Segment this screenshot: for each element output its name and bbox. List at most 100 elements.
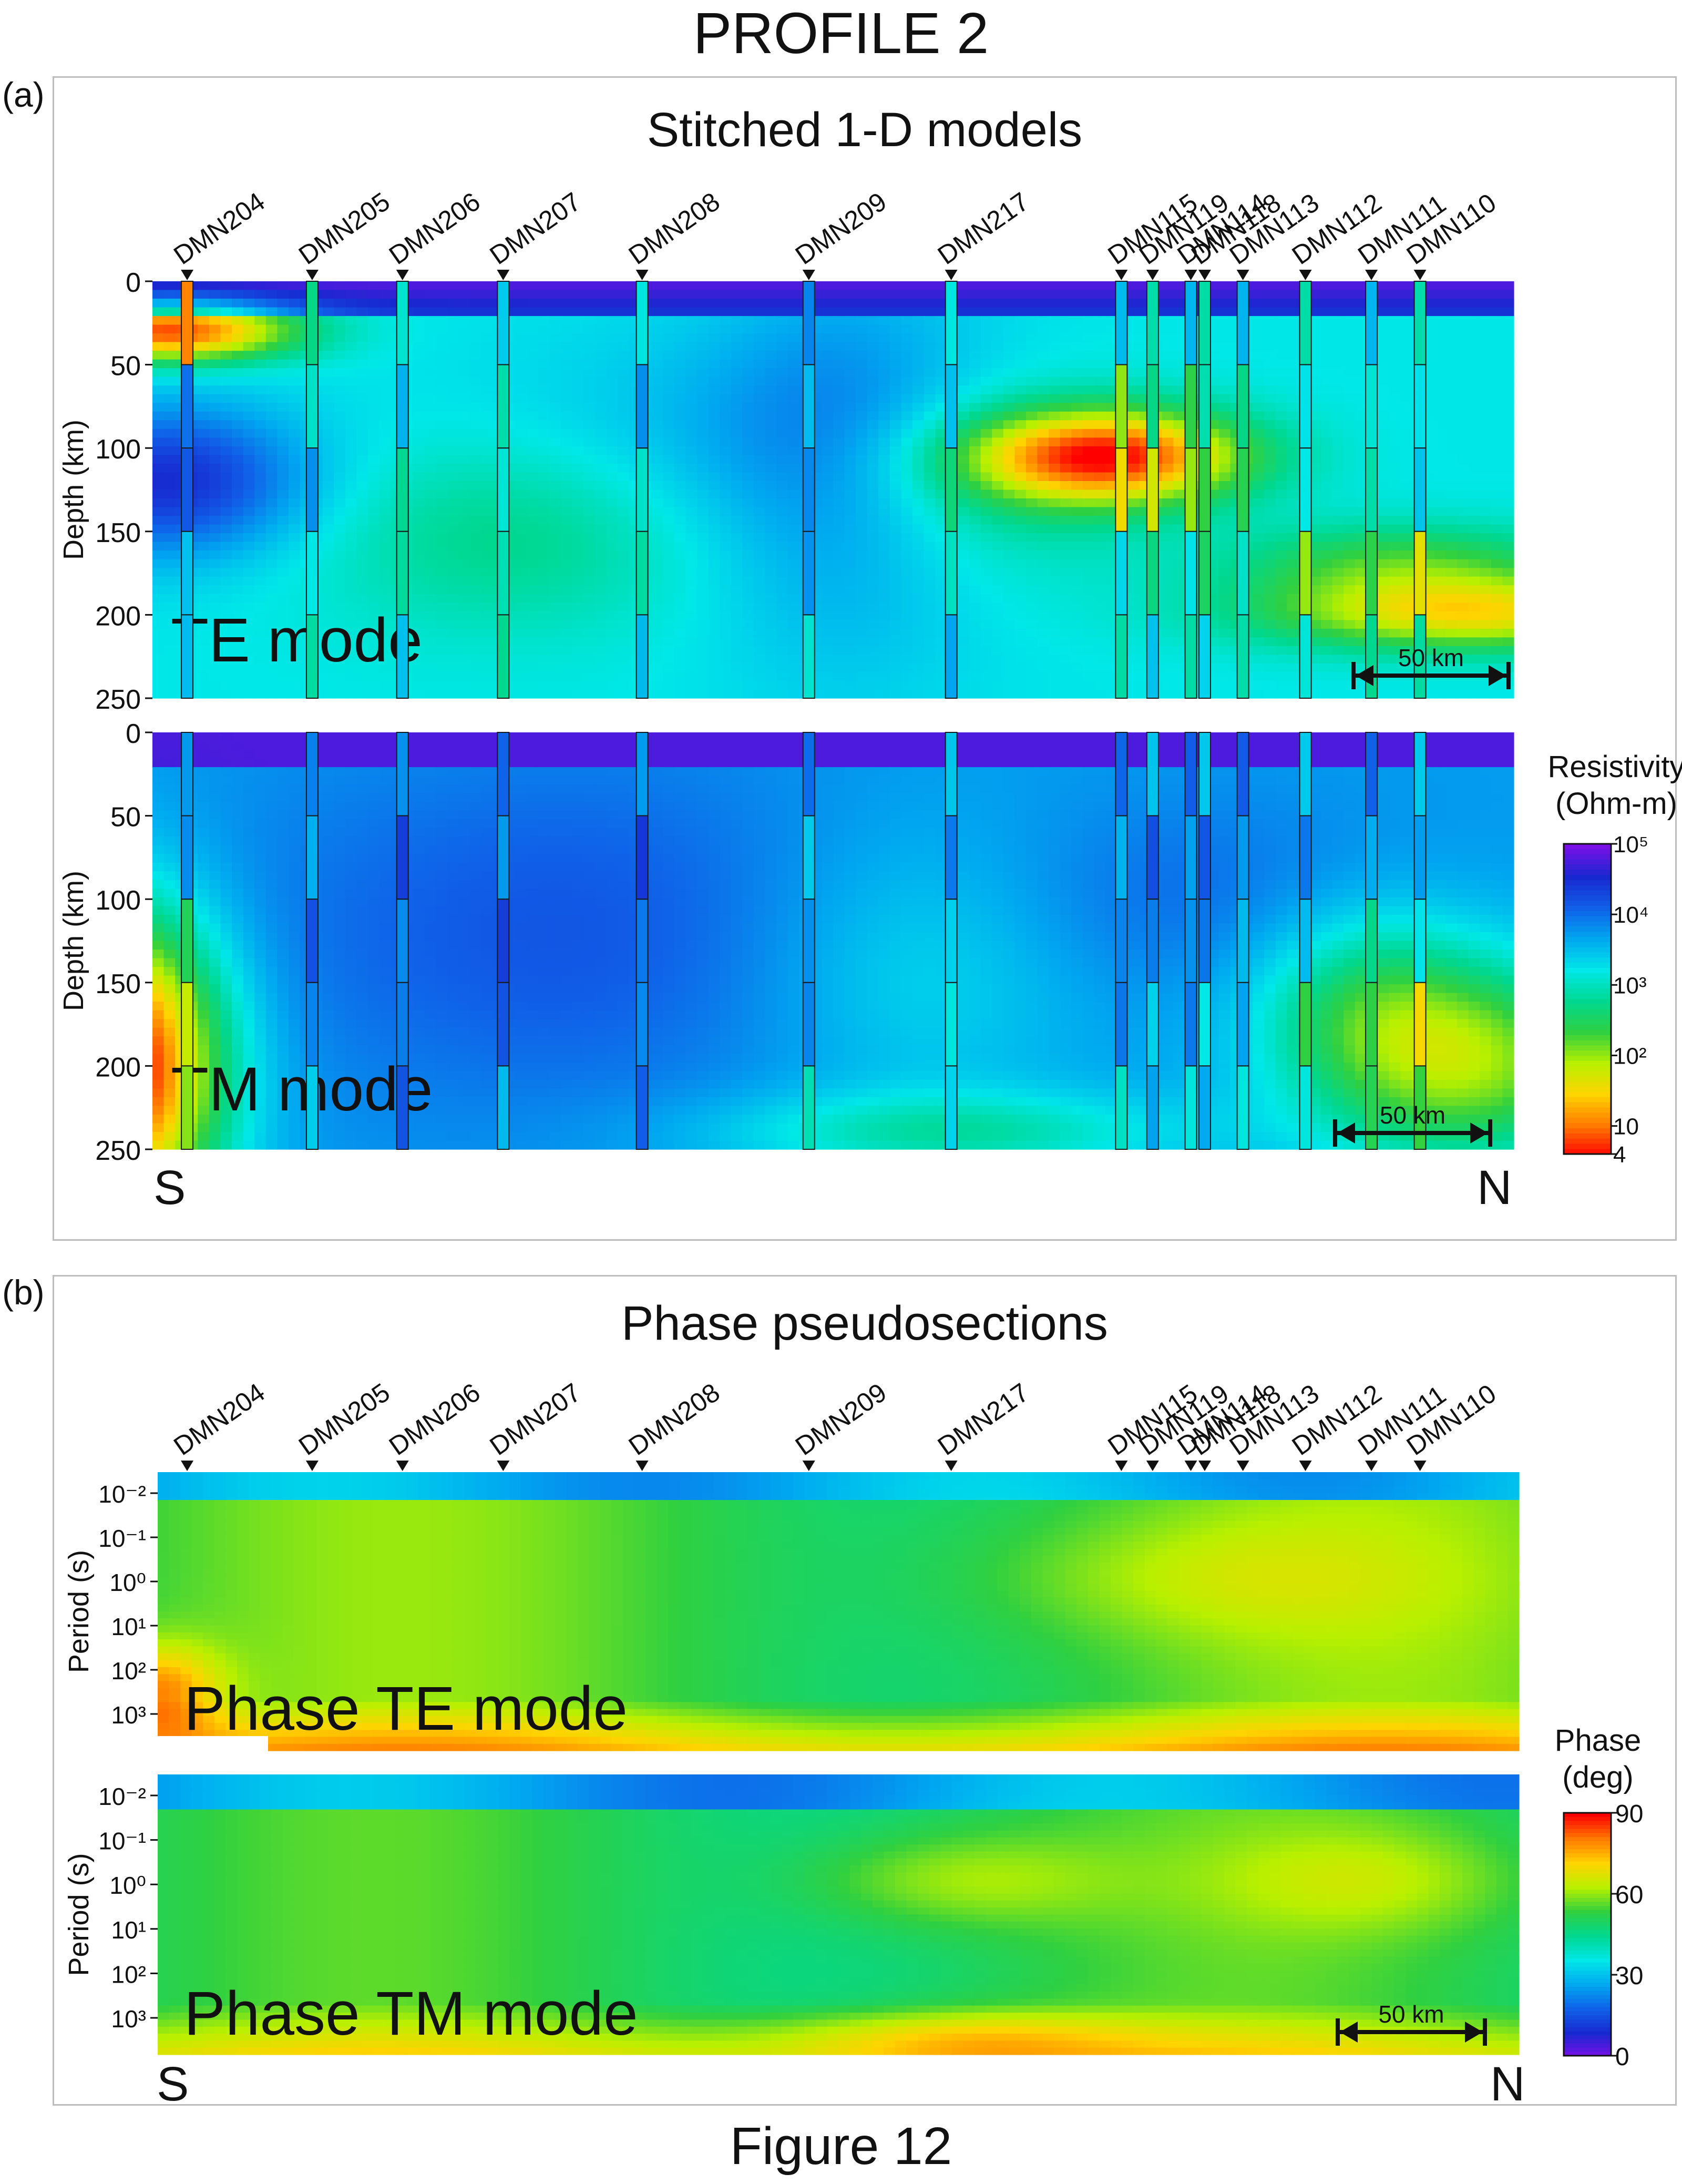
colorbar-units: (deg) bbox=[1562, 1760, 1633, 1794]
tm-phase-section: Phase TM mode bbox=[158, 1774, 1520, 2055]
station-column-dmn113 bbox=[1236, 732, 1249, 1150]
south-label: S bbox=[157, 2057, 189, 2111]
station-label-dmn208: DMN208 bbox=[623, 187, 725, 270]
station-column-dmn111 bbox=[1365, 281, 1378, 699]
station-column-dmn114 bbox=[1184, 732, 1197, 1150]
station-column-dmn112 bbox=[1299, 281, 1312, 699]
station-column-dmn118 bbox=[1198, 281, 1211, 699]
station-column-dmn119 bbox=[1146, 732, 1159, 1150]
scale-bar-label: 50 km bbox=[1380, 1101, 1445, 1129]
depth-tick-label: 150 bbox=[95, 518, 141, 548]
station-label-dmn205: DMN205 bbox=[293, 1377, 395, 1461]
te-depth-axis: 0 50 100 150 200 250 Depth (km) bbox=[58, 268, 152, 715]
panel-a-label: (a) bbox=[2, 75, 45, 115]
station-column-dmn112 bbox=[1299, 732, 1312, 1150]
scale-bar: 50 km bbox=[1333, 1101, 1492, 1147]
panel-b-frame bbox=[53, 1275, 1677, 2106]
panel-a-title: Stitched 1-D models bbox=[53, 103, 1677, 158]
north-label: N bbox=[1490, 2057, 1525, 2111]
station-column-dmn110 bbox=[1413, 281, 1427, 699]
station-label-dmn206: DMN206 bbox=[384, 187, 486, 270]
station-column-dmn115 bbox=[1115, 732, 1128, 1150]
station-column-dmn205 bbox=[305, 732, 319, 1150]
period-tick-label: 10⁰ bbox=[109, 1569, 146, 1596]
station-column-dmn113 bbox=[1236, 281, 1249, 699]
colorbar-tick-label: 4 bbox=[1613, 1142, 1626, 1168]
panel-b-label: (b) bbox=[2, 1272, 45, 1312]
period-tick-label: 10⁻² bbox=[98, 1783, 146, 1810]
depth-tick-label: 50 bbox=[110, 351, 141, 382]
station-column-dmn204 bbox=[181, 281, 194, 699]
colorbar-title: Phase bbox=[1555, 1723, 1641, 1758]
period-tick-label: 10³ bbox=[111, 2005, 146, 2033]
colorbar-tick-label: 90 bbox=[1615, 1800, 1643, 1828]
station-column-dmn208 bbox=[635, 281, 649, 699]
depth-tick-label: 200 bbox=[95, 1052, 141, 1083]
depth-tick-label: 250 bbox=[95, 685, 141, 715]
phase-mode-label: Phase TM mode bbox=[184, 1979, 638, 2048]
period-tick-label: 10⁻¹ bbox=[98, 1525, 146, 1552]
station-column-dmn208 bbox=[635, 732, 649, 1150]
resistivity-colorbar: 410 10² 10³ 10⁴ 10⁵ Resistivity(Ohm-m) bbox=[1547, 750, 1682, 1168]
period-tick-label: 10⁻¹ bbox=[98, 1828, 146, 1855]
north-label: N bbox=[1477, 1161, 1512, 1215]
station-column-dmn115 bbox=[1115, 281, 1128, 699]
station-column-dmn207 bbox=[497, 281, 510, 699]
station-column-dmn217 bbox=[945, 281, 958, 699]
colorbar-title: Resistivity bbox=[1547, 750, 1682, 784]
colorbar-tick-label: 60 bbox=[1615, 1881, 1643, 1909]
depth-axis-label: Depth (km) bbox=[58, 871, 89, 1011]
station-label-dmn208: DMN208 bbox=[623, 1377, 725, 1461]
depth-tick-label: 250 bbox=[95, 1136, 141, 1166]
mode-label: TE mode bbox=[171, 606, 423, 675]
period-tick-label: 10³ bbox=[111, 1701, 146, 1729]
depth-tick-label: 100 bbox=[95, 885, 141, 916]
depth-tick-label: 0 bbox=[126, 719, 141, 749]
colorbar-tick-label: 30 bbox=[1615, 1962, 1643, 1990]
depth-tick-label: 200 bbox=[95, 601, 141, 631]
colorbar-tick-label: 10 bbox=[1613, 1114, 1639, 1140]
station-label-dmn217: DMN217 bbox=[932, 1377, 1034, 1461]
depth-tick-label: 100 bbox=[95, 434, 141, 465]
station-column-dmn206 bbox=[396, 281, 409, 699]
figure-caption: Figure 12 bbox=[0, 2116, 1682, 2177]
station-column-dmn209 bbox=[802, 281, 815, 699]
period-tick-label: 10¹ bbox=[111, 1613, 146, 1640]
station-column-dmn114 bbox=[1184, 281, 1197, 699]
station-label-dmn209: DMN209 bbox=[790, 1377, 892, 1461]
scale-bar-label: 50 km bbox=[1398, 644, 1464, 671]
period-tick-label: 10² bbox=[111, 1961, 146, 1988]
period-axis-label: Period (s) bbox=[63, 1550, 95, 1673]
te-phase-section: Phase TE mode bbox=[158, 1472, 1520, 1752]
tm-period-axis: 10⁻² 10⁻¹ 10⁰ 10¹ 10² 10³ Period (s) bbox=[63, 1783, 158, 2033]
station-label-dmn209: DMN209 bbox=[790, 187, 892, 270]
scale-bar: 50 km bbox=[1351, 644, 1511, 689]
station-label-dmn217: DMN217 bbox=[932, 187, 1034, 270]
station-column-dmn110 bbox=[1413, 732, 1427, 1150]
station-column-dmn119 bbox=[1146, 281, 1159, 699]
period-tick-label: 10⁰ bbox=[109, 1872, 146, 1899]
depth-tick-label: 50 bbox=[110, 802, 141, 833]
colorbar-tick-label: 10³ bbox=[1613, 973, 1647, 998]
station-column-dmn206 bbox=[396, 732, 409, 1150]
station-column-dmn204 bbox=[181, 732, 194, 1150]
colorbar-tick-label: 10⁵ bbox=[1613, 832, 1648, 858]
station-column-dmn209 bbox=[802, 732, 815, 1150]
scale-bar-label: 50 km bbox=[1378, 2001, 1444, 2028]
station-column-dmn205 bbox=[305, 281, 319, 699]
station-column-dmn118 bbox=[1198, 732, 1211, 1150]
colorbar-tick-label: 10² bbox=[1613, 1043, 1647, 1069]
period-tick-label: 10² bbox=[111, 1657, 146, 1685]
colorbar-tick-label: 0 bbox=[1615, 2043, 1629, 2071]
te-period-axis: 10⁻² 10⁻¹ 10⁰ 10¹ 10² 10³ Period (s) bbox=[63, 1481, 158, 1729]
period-tick-label: 10⁻² bbox=[98, 1481, 146, 1508]
station-label-dmn204: DMN204 bbox=[168, 1377, 270, 1461]
panel-a-frame bbox=[53, 76, 1677, 1241]
station-column-dmn207 bbox=[497, 732, 510, 1150]
station-label-dmn205: DMN205 bbox=[293, 187, 395, 270]
colorbar-units: (Ohm-m) bbox=[1555, 787, 1677, 821]
station-label-dmn206: DMN206 bbox=[384, 1377, 486, 1461]
